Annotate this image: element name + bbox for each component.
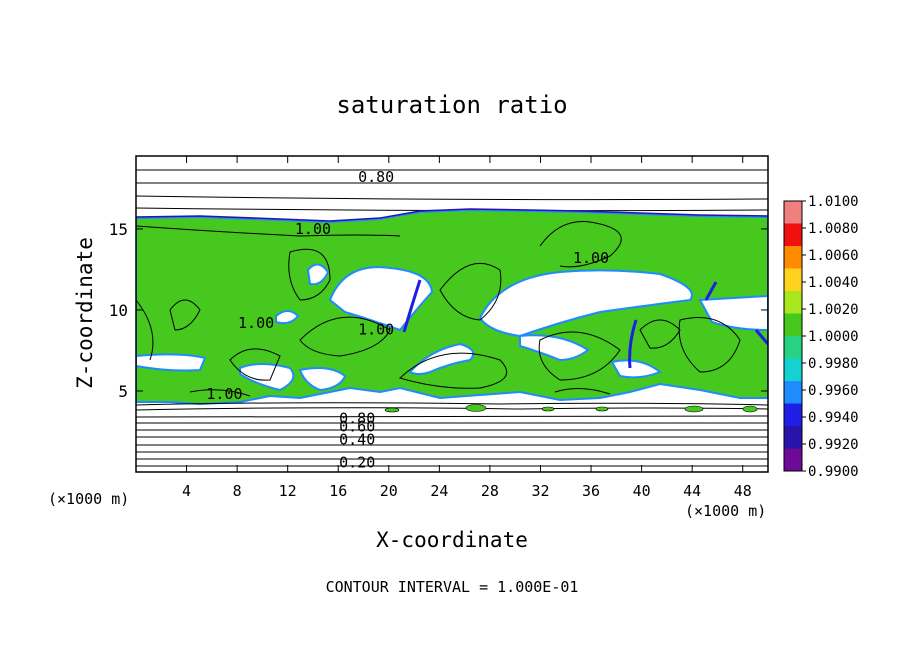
colorbar-swatch bbox=[784, 336, 802, 359]
colorbar-swatch bbox=[784, 291, 802, 314]
colorbar: 1.0100 1.0080 1.0060 1.0040 1.0020 1.0000 0.99… bbox=[783, 194, 859, 480]
colorbar-swatch bbox=[784, 381, 802, 404]
x-tick-label: 12 bbox=[279, 482, 297, 500]
colorbar-swatch bbox=[784, 358, 802, 382]
x-tick-label: 8 bbox=[233, 482, 242, 500]
x-tick-label: 16 bbox=[329, 482, 347, 500]
contour-labels: 0.801.001.001.00 1.001.000.800.600.400.20 bbox=[206, 168, 609, 471]
colorbar-label: 0.9940 bbox=[808, 410, 859, 426]
contour-label: 1.00 bbox=[358, 320, 394, 338]
colorbar-swatch bbox=[784, 268, 802, 292]
colorbar-swatch bbox=[784, 223, 802, 247]
x-tick-label: 20 bbox=[380, 482, 398, 500]
plot-area: 0.801.001.001.00 1.001.000.800.600.400.20 bbox=[136, 168, 768, 471]
x-tick-label: 48 bbox=[734, 482, 752, 500]
isolines-1.00 bbox=[136, 221, 741, 397]
contour-label: 1.00 bbox=[573, 249, 609, 267]
colorbar-label: 1.0080 bbox=[808, 221, 859, 237]
colorbar-swatch bbox=[784, 201, 802, 224]
y-axis-ticks: 5 10 15 bbox=[109, 220, 768, 401]
x-tick-label: 44 bbox=[683, 482, 701, 500]
contour-label: 0.60 bbox=[339, 418, 375, 436]
colorbar-swatch bbox=[784, 426, 802, 449]
x-tick-label: 24 bbox=[430, 482, 448, 500]
colorbar-label: 1.0100 bbox=[808, 194, 859, 210]
colorbar-label: 0.9980 bbox=[808, 356, 859, 372]
y-tick-label: 10 bbox=[109, 301, 128, 320]
colorbar-label: 0.9960 bbox=[808, 383, 859, 399]
colorbar-swatch bbox=[784, 313, 802, 337]
colorbar-label: 1.0040 bbox=[808, 275, 859, 291]
colorbar-label: 1.0000 bbox=[808, 329, 859, 345]
dry-streaks bbox=[402, 279, 768, 369]
colorbar-swatch bbox=[784, 246, 802, 269]
contour-label: 0.80 bbox=[339, 410, 375, 428]
contour-label: 1.00 bbox=[238, 314, 274, 332]
cloud-top-edge bbox=[136, 208, 768, 222]
chart-title: saturation ratio bbox=[336, 91, 567, 119]
colorbar-label: 0.9920 bbox=[808, 437, 859, 453]
x-axis-label: X-coordinate bbox=[376, 528, 528, 552]
contour-label: 1.00 bbox=[295, 220, 331, 238]
contour-label: 0.40 bbox=[339, 431, 375, 449]
dry-pockets bbox=[136, 263, 768, 392]
y-axis-label: Z-coordinate bbox=[73, 237, 97, 389]
contour-interval-footer: CONTOUR INTERVAL = 1.000E-01 bbox=[326, 578, 579, 596]
x-tick-label: 28 bbox=[481, 482, 499, 500]
upper-isolines bbox=[136, 169, 768, 212]
plot-frame bbox=[135, 155, 769, 473]
x-axis-ticks: 4 8 12 16 20 24 28 32 36 40 44 48 bbox=[182, 156, 752, 500]
y-tick-label: 15 bbox=[109, 220, 128, 239]
x-axis-unit-right: (×1000 m) bbox=[685, 502, 766, 520]
colorbar-label: 0.9900 bbox=[808, 464, 859, 480]
lower-isolines bbox=[136, 402, 768, 467]
surface-blobs bbox=[384, 404, 758, 413]
contour-label: 0.20 bbox=[339, 453, 375, 471]
colorbar-label: 1.0060 bbox=[808, 248, 859, 264]
colorbar-label: 1.0020 bbox=[808, 302, 859, 318]
x-tick-label: 32 bbox=[531, 482, 549, 500]
x-tick-label: 4 bbox=[182, 482, 191, 500]
colorbar-swatch bbox=[784, 448, 802, 472]
y-tick-label: 5 bbox=[118, 382, 128, 401]
x-tick-label: 40 bbox=[633, 482, 651, 500]
x-axis-unit-left: (×1000 m) bbox=[48, 490, 129, 508]
contour-label: 1.00 bbox=[206, 385, 242, 403]
contour-label: 0.80 bbox=[358, 168, 394, 186]
colorbar-swatch bbox=[784, 403, 802, 427]
x-tick-label: 36 bbox=[582, 482, 600, 500]
